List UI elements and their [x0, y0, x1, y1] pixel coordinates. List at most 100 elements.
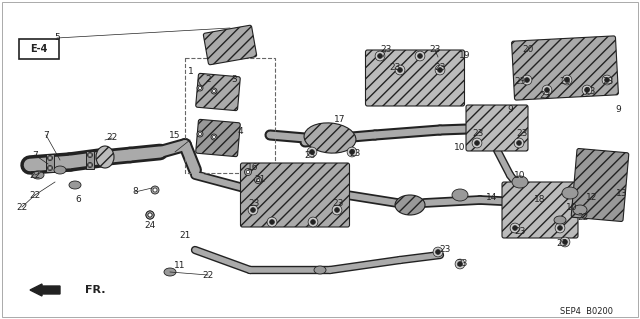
- Circle shape: [347, 147, 357, 157]
- FancyBboxPatch shape: [572, 149, 628, 221]
- Text: 10: 10: [454, 144, 466, 152]
- Circle shape: [378, 54, 383, 58]
- Circle shape: [307, 147, 317, 157]
- Text: 22: 22: [202, 271, 214, 279]
- Circle shape: [332, 205, 342, 215]
- Circle shape: [89, 164, 92, 166]
- Text: 23: 23: [389, 63, 401, 72]
- Ellipse shape: [164, 268, 176, 276]
- Text: 23: 23: [472, 129, 484, 137]
- Text: 2: 2: [205, 76, 211, 85]
- Circle shape: [557, 226, 563, 230]
- Circle shape: [153, 188, 157, 192]
- Circle shape: [49, 157, 51, 159]
- Circle shape: [148, 213, 152, 217]
- Text: 23: 23: [515, 78, 525, 86]
- Circle shape: [542, 85, 552, 95]
- Circle shape: [395, 65, 405, 75]
- Circle shape: [310, 219, 316, 225]
- Text: FR.: FR.: [85, 285, 106, 295]
- Text: 21: 21: [179, 231, 191, 240]
- Ellipse shape: [395, 195, 425, 215]
- Text: 18: 18: [534, 196, 546, 204]
- Circle shape: [555, 223, 565, 233]
- Circle shape: [211, 88, 217, 94]
- Text: 23: 23: [556, 240, 568, 249]
- Circle shape: [435, 65, 445, 75]
- Text: 7: 7: [43, 130, 49, 139]
- Circle shape: [255, 176, 262, 183]
- Ellipse shape: [304, 123, 356, 153]
- Circle shape: [49, 167, 51, 169]
- Circle shape: [582, 85, 592, 95]
- Circle shape: [88, 162, 93, 167]
- Circle shape: [211, 134, 217, 140]
- Circle shape: [88, 152, 93, 158]
- Text: 23: 23: [304, 151, 316, 160]
- Circle shape: [560, 237, 570, 247]
- Circle shape: [436, 249, 440, 255]
- Text: E-4: E-4: [30, 44, 48, 54]
- Ellipse shape: [54, 166, 66, 174]
- Circle shape: [474, 141, 479, 145]
- Circle shape: [146, 211, 154, 219]
- Circle shape: [146, 211, 154, 219]
- FancyBboxPatch shape: [86, 151, 94, 169]
- Text: 9: 9: [507, 106, 513, 115]
- Ellipse shape: [96, 146, 114, 168]
- Circle shape: [602, 75, 612, 85]
- Text: 11: 11: [174, 261, 186, 270]
- Text: 10: 10: [515, 170, 525, 180]
- Circle shape: [250, 208, 255, 212]
- Circle shape: [198, 132, 202, 136]
- Text: 7: 7: [32, 151, 38, 160]
- Text: 22: 22: [577, 213, 589, 222]
- Text: 19: 19: [460, 50, 471, 60]
- Circle shape: [310, 150, 314, 154]
- Text: 16: 16: [247, 164, 259, 173]
- Ellipse shape: [32, 171, 44, 179]
- Text: 22: 22: [106, 133, 118, 143]
- Circle shape: [564, 78, 570, 82]
- Circle shape: [397, 68, 403, 72]
- Circle shape: [375, 51, 385, 61]
- Circle shape: [244, 168, 252, 175]
- Text: 23: 23: [516, 129, 528, 137]
- Text: 24: 24: [145, 220, 156, 229]
- Ellipse shape: [562, 187, 578, 199]
- Circle shape: [212, 136, 216, 138]
- Text: 23: 23: [439, 246, 451, 255]
- Ellipse shape: [573, 205, 587, 215]
- Text: 20: 20: [522, 46, 534, 55]
- Text: 23: 23: [602, 78, 614, 86]
- Text: 10: 10: [566, 204, 578, 212]
- Circle shape: [212, 90, 216, 93]
- Ellipse shape: [452, 189, 468, 201]
- Circle shape: [562, 75, 572, 85]
- Text: 14: 14: [486, 194, 498, 203]
- Text: 12: 12: [586, 194, 598, 203]
- Text: 17: 17: [334, 115, 346, 124]
- Circle shape: [349, 150, 355, 154]
- Text: 4: 4: [237, 127, 243, 136]
- Circle shape: [47, 166, 52, 170]
- Circle shape: [438, 68, 442, 72]
- Circle shape: [246, 170, 250, 174]
- FancyBboxPatch shape: [196, 73, 240, 111]
- Text: 9: 9: [615, 106, 621, 115]
- Text: 8: 8: [132, 188, 138, 197]
- Text: 23: 23: [515, 227, 525, 236]
- Circle shape: [525, 78, 529, 82]
- FancyBboxPatch shape: [466, 105, 528, 151]
- Text: 13: 13: [616, 189, 628, 197]
- Text: 22: 22: [29, 190, 40, 199]
- Text: 5: 5: [54, 33, 60, 42]
- Circle shape: [197, 131, 203, 137]
- Text: 23: 23: [332, 199, 344, 209]
- Circle shape: [267, 217, 277, 227]
- FancyArrow shape: [30, 284, 60, 296]
- Ellipse shape: [554, 216, 566, 224]
- Ellipse shape: [69, 181, 81, 189]
- Circle shape: [516, 141, 522, 145]
- Text: 6: 6: [75, 196, 81, 204]
